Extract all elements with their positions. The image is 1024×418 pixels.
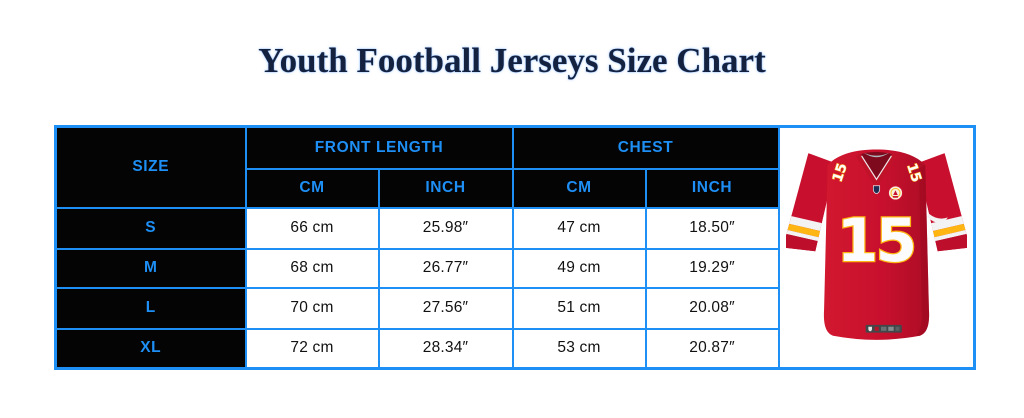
- hem-tag: [865, 324, 902, 333]
- chest-inch-cell: 20.87″: [644, 327, 780, 370]
- size-label: S: [54, 206, 247, 250]
- front-inch-cell: 26.77″: [377, 247, 514, 289]
- chest-inch-cell: 19.29″: [644, 247, 780, 289]
- chest-cm-cell: 53 cm: [511, 327, 647, 370]
- front-cm-cell: 70 cm: [244, 286, 380, 330]
- left-shoulder-number: 15: [829, 161, 850, 184]
- chest-inch-cell: 20.08″: [644, 286, 780, 330]
- nfl-shield-icon: [872, 185, 880, 195]
- front-cm-cell: 68 cm: [244, 247, 380, 289]
- front-inch-cell: 27.56″: [377, 286, 514, 330]
- chest-cm-cell: 51 cm: [511, 286, 647, 330]
- front-cm-cell: 66 cm: [244, 206, 380, 250]
- subheader-front-cm: CM: [244, 167, 380, 209]
- size-label: XL: [54, 327, 247, 370]
- size-chart-table: SIZE FRONT LENGTH CHEST: [54, 125, 977, 370]
- header-front-length: FRONT LENGTH: [244, 125, 514, 170]
- table-row-s: S 66 cm 25.98″ 47 cm 18.50″: [54, 206, 975, 250]
- front-cm-cell: 72 cm: [244, 327, 380, 370]
- chest-inch-cell: 18.50″: [644, 206, 780, 250]
- team-patch-icon: [887, 185, 904, 201]
- page-title: Youth Football Jerseys Size Chart: [258, 41, 766, 80]
- chest-cm-cell: 47 cm: [511, 206, 647, 250]
- jersey-photo-cell: 15 15 15: [777, 125, 976, 370]
- collar-back-trim: [863, 152, 889, 158]
- header-row-2: CM INCH CM INCH: [56, 167, 975, 209]
- front-inch-cell: 28.34″: [377, 327, 514, 370]
- swoosh-icon: [926, 213, 948, 223]
- table-row-m: M 68 cm 26.77″ 49 cm 19.29″: [54, 247, 975, 289]
- chest-cm-cell: 49 cm: [511, 247, 647, 289]
- front-inch-cell: 25.98″: [377, 206, 514, 250]
- size-label: M: [54, 247, 247, 289]
- right-shoulder-number: 15: [903, 161, 924, 184]
- table-row-xl: XL 72 cm 28.34″ 53 cm 20.87″: [54, 327, 975, 370]
- chest-number: 15: [837, 207, 915, 276]
- subheader-chest-cm: CM: [511, 167, 647, 209]
- header-row-1: SIZE FRONT LENGTH CHEST: [54, 125, 976, 370]
- header-size: SIZE: [54, 125, 247, 209]
- size-label: L: [54, 286, 247, 330]
- jersey-image: 15 15 15: [785, 149, 967, 340]
- jersey-body: [823, 149, 929, 340]
- header-chest: CHEST: [511, 125, 780, 170]
- subheader-chest-inch: INCH: [644, 167, 780, 209]
- subheader-front-inch: INCH: [377, 167, 514, 209]
- table-row-l: L 70 cm 27.56″ 51 cm 20.08″: [54, 286, 975, 330]
- collar-v-band: [855, 153, 897, 189]
